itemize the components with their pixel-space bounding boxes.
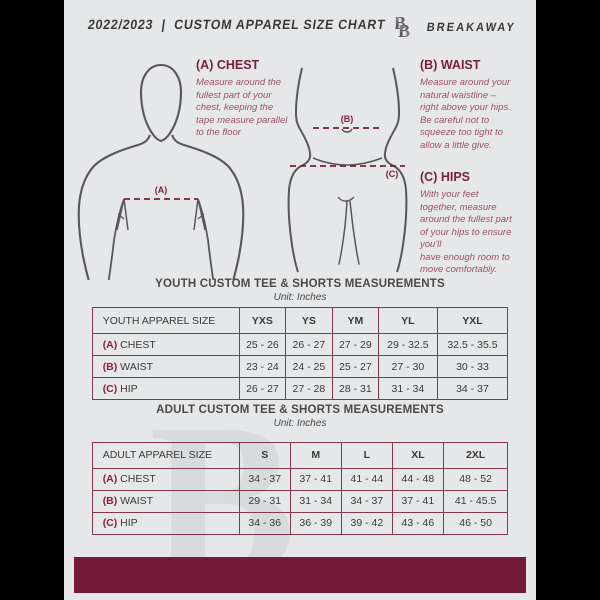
svg-text:(A): (A) xyxy=(155,185,168,195)
svg-text:(B): (B) xyxy=(341,114,354,124)
svg-text:(C): (C) xyxy=(386,169,399,179)
